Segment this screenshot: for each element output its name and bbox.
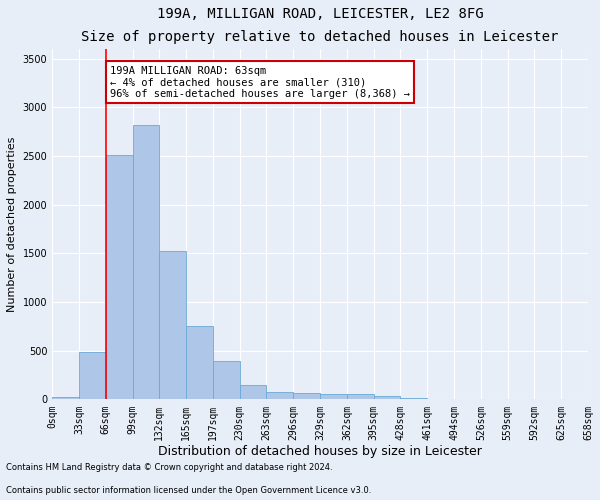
- Bar: [79, 352, 106, 400]
- Bar: [239, 385, 266, 400]
- Bar: [106, 155, 133, 400]
- Text: 199A MILLIGAN ROAD: 63sqm
← 4% of detached houses are smaller (310)
96% of semi-: 199A MILLIGAN ROAD: 63sqm ← 4% of detach…: [110, 66, 410, 99]
- Text: Contains public sector information licensed under the Open Government Licence v3: Contains public sector information licen…: [6, 486, 371, 495]
- Bar: [374, 396, 400, 400]
- Bar: [400, 398, 427, 400]
- Bar: [266, 392, 293, 400]
- Bar: [160, 252, 186, 400]
- Bar: [320, 394, 347, 400]
- Bar: [52, 398, 79, 400]
- X-axis label: Distribution of detached houses by size in Leicester: Distribution of detached houses by size …: [158, 445, 482, 458]
- Bar: [293, 393, 320, 400]
- Y-axis label: Number of detached properties: Number of detached properties: [7, 136, 17, 312]
- Text: Contains HM Land Registry data © Crown copyright and database right 2024.: Contains HM Land Registry data © Crown c…: [6, 464, 332, 472]
- Bar: [186, 326, 213, 400]
- Title: 199A, MILLIGAN ROAD, LEICESTER, LE2 8FG
Size of property relative to detached ho: 199A, MILLIGAN ROAD, LEICESTER, LE2 8FG …: [82, 7, 559, 44]
- Bar: [133, 125, 160, 400]
- Bar: [213, 362, 239, 400]
- Bar: [347, 394, 374, 400]
